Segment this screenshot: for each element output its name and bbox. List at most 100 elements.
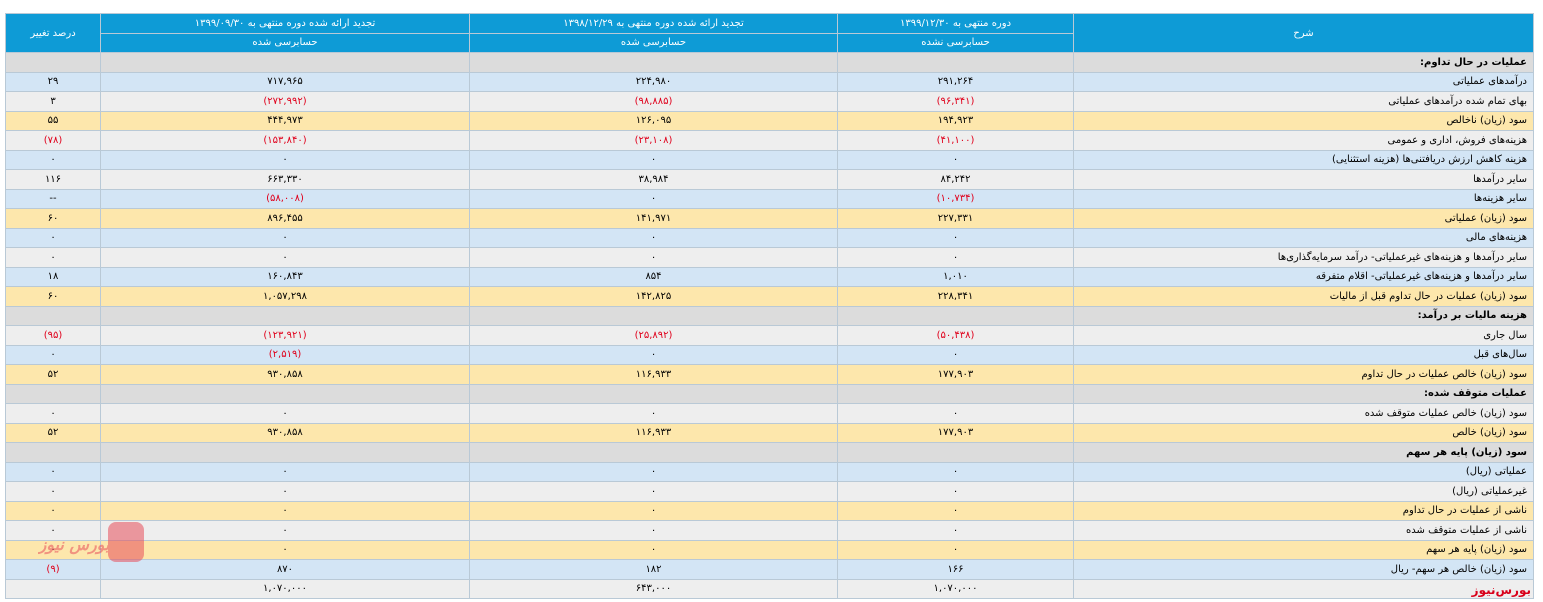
cell: ۰: [469, 403, 838, 424]
cell: ۱۱۶,۹۳۳: [469, 364, 838, 385]
cell: ۰: [5, 461, 101, 482]
cell: ۱,۰۵۷,۲۹۸: [100, 286, 470, 307]
cell: ۱۶۶: [837, 559, 1074, 580]
cell: ۷۱۷,۹۶۵: [100, 71, 470, 92]
cell: (۵۰,۴۳۸): [837, 325, 1074, 346]
cell: ۸۵۴: [469, 266, 838, 287]
header-cell: تجدید ارائه شده دوره منتهی به ۱۳۹۹/۰۹/۳۰: [100, 13, 470, 34]
cell: [837, 52, 1074, 73]
table-row: سود (زیان) پایه هر سهم ۰ ۰ ۰ ۰: [5, 539, 1534, 560]
cell: ۰: [5, 227, 101, 248]
table-row: ناشی از عملیات در حال تداوم ۰ ۰ ۰ ۰: [5, 500, 1534, 521]
cell: (۹۶,۳۴۱): [837, 91, 1074, 112]
cell: ۱۷۷,۹۰۳: [837, 364, 1074, 385]
cell: ۰: [100, 481, 470, 502]
cell: --: [5, 188, 101, 209]
cell: ۱,۰۷۰,۰۰۰: [837, 578, 1074, 599]
cell: ۲۹۱,۲۶۴: [837, 71, 1074, 92]
row-label: بهای تمام شده درآمدهای عملیاتی: [1073, 91, 1534, 112]
row-label: هزینه مالیات بر درآمد:: [1073, 305, 1534, 326]
cell: [5, 578, 101, 599]
table-row: غیرعملیاتی (ریال) ۰ ۰ ۰ ۰: [5, 481, 1534, 502]
cell: ۰: [837, 539, 1074, 560]
row-label: سود (زیان) خالص: [1073, 422, 1534, 443]
row-label: هزینه کاهش ارزش دریافتنی‌ها (هزینه استثن…: [1073, 149, 1534, 170]
cell: ۲۹: [5, 71, 101, 92]
cell: ۹۳۰,۸۵۸: [100, 364, 470, 385]
cell: (۹۵): [5, 325, 101, 346]
cell: ۸۴,۲۴۲: [837, 169, 1074, 190]
cell: (۱۲۳,۹۲۱): [100, 325, 470, 346]
header-row: شرح دوره منتهی به ۱۳۹۹/۱۲/۳۰ تجدید ارائه ش…: [5, 13, 1534, 53]
row-label: هزینه‌های فروش، اداری و عمومی: [1073, 130, 1534, 151]
table-row: ۱,۰۷۰,۰۰۰ ۶۴۳,۰۰۰ ۱,۰۷۰,۰۰۰: [5, 578, 1534, 599]
header-cell: حسابرسی شده: [469, 32, 838, 53]
table-row: سال جاری (۵۰,۴۳۸) (۲۵,۸۹۲) (۱۲۳,۹۲۱) (۹۵): [5, 325, 1534, 346]
table-row: سود (زیان) پایه هر سهم: [5, 442, 1534, 463]
table-row: سایر درآمدها و هزینه‌های غیرعملیاتی- درآ…: [5, 247, 1534, 268]
row-label: سال جاری: [1073, 325, 1534, 346]
table-row: هزینه‌های مالی ۰ ۰ ۰ ۰: [5, 227, 1534, 248]
row-label: هزینه‌های مالی: [1073, 227, 1534, 248]
cell: ۲۲۷,۳۳۱: [837, 208, 1074, 229]
cell: ۰: [100, 500, 470, 521]
cell: (۴۱,۱۰۰): [837, 130, 1074, 151]
cell: [100, 305, 470, 326]
row-label: غیرعملیاتی (ریال): [1073, 481, 1534, 502]
cell: ۰: [837, 149, 1074, 170]
row-label: سود (زیان) خالص عملیات در حال تداوم: [1073, 364, 1534, 385]
cell: ۰: [100, 149, 470, 170]
cell: ۳۸,۹۸۴: [469, 169, 838, 190]
row-label: سایر هزینه‌ها: [1073, 188, 1534, 209]
cell: ۰: [100, 461, 470, 482]
cell: ۸۹۶,۴۵۵: [100, 208, 470, 229]
cell: ۰: [100, 227, 470, 248]
cell: [469, 305, 838, 326]
cell: (۹۸,۸۸۵): [469, 91, 838, 112]
cell: (۱۰,۷۳۴): [837, 188, 1074, 209]
cell: (۱۵۳,۸۴۰): [100, 130, 470, 151]
row-label: سود (زیان) خالص عملیات متوقف شده: [1073, 403, 1534, 424]
cell: ۰: [5, 149, 101, 170]
row-label: سال‌های قبل: [1073, 344, 1534, 365]
table-header: شرح دوره منتهی به ۱۳۹۹/۱۲/۳۰ تجدید ارائه ش…: [5, 13, 1534, 53]
header-cell: حسابرسی شده: [100, 32, 470, 53]
cell: ۱,۰۷۰,۰۰۰: [100, 578, 470, 599]
cell: ۰: [837, 461, 1074, 482]
table-row: عملیاتی (ریال) ۰ ۰ ۰ ۰: [5, 461, 1534, 482]
table-row: سود (زیان) عملیاتی ۲۲۷,۳۳۱ ۱۴۱,۹۷۱ ۸۹۶,۴۵۵ ۶…: [5, 208, 1534, 229]
cell: ۰: [469, 500, 838, 521]
row-label: عملیاتی (ریال): [1073, 461, 1534, 482]
cell: (۵۸,۰۰۸): [100, 188, 470, 209]
cell: ۰: [837, 344, 1074, 365]
cell: ۰: [5, 520, 101, 541]
table-row: هزینه‌های فروش، اداری و عمومی (۴۱,۱۰۰) (۲۳…: [5, 130, 1534, 151]
row-label: عملیات متوقف شده:: [1073, 383, 1534, 404]
cell: (۲,۵۱۹): [100, 344, 470, 365]
cell: ۰: [5, 403, 101, 424]
cell: ۸۷۰: [100, 559, 470, 580]
cell: [5, 442, 101, 463]
cell: ۶۰: [5, 286, 101, 307]
cell: ۱۸۲: [469, 559, 838, 580]
cell: [469, 442, 838, 463]
cell: ۰: [5, 539, 101, 560]
logo-shape: [108, 522, 144, 562]
row-label: سایر درآمدها: [1073, 169, 1534, 190]
table-row: سود (زیان) خالص ۱۷۷,۹۰۳ ۱۱۶,۹۳۳ ۹۳۰,۸۵۸ ۵۲: [5, 422, 1534, 443]
cell: ۰: [837, 500, 1074, 521]
header-cell: درصد تغییر: [5, 13, 101, 53]
cell: [469, 383, 838, 404]
cell: ۴۴۴,۹۷۳: [100, 110, 470, 131]
cell: ۱۶۰,۸۴۳: [100, 266, 470, 287]
cell: ۱۱۶: [5, 169, 101, 190]
table-row: درآمدهای عملیاتی ۲۹۱,۲۶۴ ۲۲۴,۹۸۰ ۷۱۷,۹۶۵ ۲۹: [5, 71, 1534, 92]
cell: ۱۸: [5, 266, 101, 287]
header-cell: دوره منتهی به ۱۳۹۹/۱۲/۳۰: [837, 13, 1074, 34]
table-row: هزینه مالیات بر درآمد:: [5, 305, 1534, 326]
cell: [5, 52, 101, 73]
cell: ۲۲۴,۹۸۰: [469, 71, 838, 92]
cell: ۰: [100, 539, 470, 560]
cell: [837, 442, 1074, 463]
